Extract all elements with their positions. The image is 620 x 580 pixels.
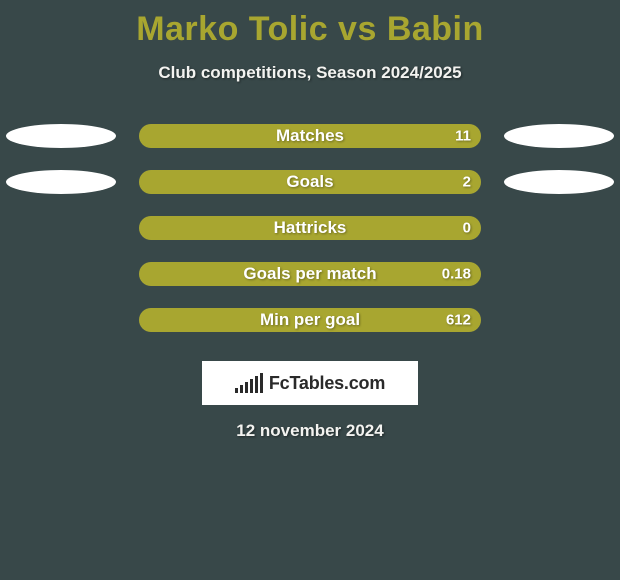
- stat-label: Matches: [276, 126, 344, 146]
- stat-label: Goals per match: [243, 264, 376, 284]
- stat-bar-track: Hattricks 0: [139, 216, 481, 240]
- stat-label: Hattricks: [274, 218, 347, 238]
- stat-value: 0: [463, 220, 471, 237]
- title-vs: vs: [328, 10, 387, 48]
- stat-row: Hattricks 0: [0, 205, 620, 251]
- stat-row: Matches 11: [0, 113, 620, 159]
- stat-label: Min per goal: [260, 310, 360, 330]
- stat-bar-track: Goals 2: [139, 170, 481, 194]
- stat-bar-track: Min per goal 612: [139, 308, 481, 332]
- stat-value: 11: [455, 128, 471, 145]
- player-left-name: Marko Tolic: [136, 10, 328, 48]
- stat-value: 2: [463, 174, 471, 191]
- player-left-marker: [6, 170, 116, 194]
- stat-bar-track: Goals per match 0.18: [139, 262, 481, 286]
- stat-value: 0.18: [442, 266, 471, 283]
- player-left-marker: [6, 124, 116, 148]
- player-right-name: Babin: [387, 10, 484, 48]
- generation-date: 12 november 2024: [236, 421, 383, 441]
- subtitle: Club competitions, Season 2024/2025: [158, 63, 461, 83]
- logo-box: FcTables.com: [202, 361, 418, 405]
- logo-text: FcTables.com: [269, 373, 385, 394]
- logo-bars-icon: [235, 373, 263, 393]
- player-right-marker: [504, 170, 614, 194]
- stat-row: Goals 2: [0, 159, 620, 205]
- stat-bar-track: Matches 11: [139, 124, 481, 148]
- comparison-card: Marko Tolic vs Babin Club competitions, …: [0, 0, 620, 580]
- stat-row: Min per goal 612: [0, 297, 620, 343]
- page-title: Marko Tolic vs Babin: [136, 10, 484, 49]
- player-right-marker: [504, 124, 614, 148]
- stat-value: 612: [446, 312, 471, 329]
- stat-label: Goals: [286, 172, 333, 192]
- stats-chart: Matches 11 Goals 2 Hattricks 0 Goals per match…: [0, 113, 620, 343]
- stat-row: Goals per match 0.18: [0, 251, 620, 297]
